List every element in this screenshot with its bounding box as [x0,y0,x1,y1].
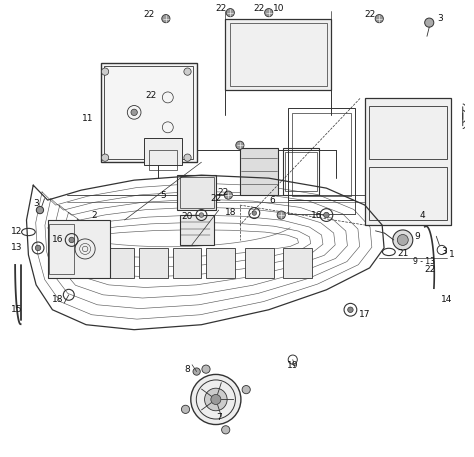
Circle shape [277,211,285,219]
Text: 3: 3 [437,14,443,23]
Circle shape [205,388,227,411]
Bar [240,148,278,195]
Circle shape [222,426,230,434]
Circle shape [101,154,109,161]
Bar [148,150,177,170]
Bar [104,66,193,159]
Text: 22: 22 [143,10,154,19]
Circle shape [184,68,191,75]
Text: 1: 1 [448,250,454,260]
Bar [105,248,134,278]
Circle shape [36,207,44,214]
Text: 4: 4 [419,211,425,219]
Text: 22: 22 [145,91,156,100]
Text: 22: 22 [364,10,375,19]
Circle shape [236,141,244,149]
Bar [245,248,273,278]
Text: 9 - 13: 9 - 13 [413,257,436,266]
Text: 16: 16 [311,211,322,219]
Bar [285,152,317,191]
Bar [206,248,235,278]
Bar [173,248,201,278]
Circle shape [202,365,210,373]
Circle shape [101,68,109,75]
Ellipse shape [22,228,35,236]
Circle shape [199,213,204,218]
Circle shape [191,374,241,425]
Bar [226,19,331,90]
Bar [180,215,214,244]
Text: 11: 11 [82,114,94,123]
Bar [48,220,110,278]
Text: 6: 6 [270,196,275,205]
Text: 2: 2 [91,211,97,219]
Text: 22: 22 [215,4,226,13]
Circle shape [69,237,74,243]
Bar [177,175,216,210]
Bar [100,63,197,162]
Circle shape [393,230,413,250]
Text: 10: 10 [273,4,284,13]
Circle shape [375,15,383,23]
Text: 21: 21 [398,250,409,258]
Bar [369,167,447,220]
Text: 15: 15 [11,305,23,314]
Circle shape [211,394,221,404]
Text: 12: 12 [11,228,23,236]
Text: 3: 3 [33,199,39,207]
Text: 14: 14 [441,295,452,304]
Circle shape [242,386,250,394]
Bar [283,148,319,195]
Text: 17: 17 [359,310,371,319]
Text: 7: 7 [216,413,222,422]
Text: 18: 18 [52,295,63,304]
Circle shape [131,109,137,116]
Circle shape [224,191,232,199]
Text: 9: 9 [415,233,420,241]
Bar [292,113,351,196]
Circle shape [264,9,273,17]
Text: 3: 3 [442,247,447,256]
Circle shape [348,307,353,313]
Text: 20: 20 [182,212,193,221]
Text: 22: 22 [217,188,228,197]
Circle shape [425,18,434,27]
Bar [49,223,74,274]
Text: 16: 16 [52,235,63,244]
Bar [139,248,168,278]
Text: 19: 19 [287,361,299,370]
Bar [365,98,451,225]
Circle shape [182,405,190,414]
Bar [144,138,182,165]
Bar [230,23,327,86]
Circle shape [226,9,234,17]
Text: 18: 18 [225,207,236,217]
Text: 5: 5 [160,191,166,200]
Circle shape [193,368,201,375]
Text: 22: 22 [425,266,436,274]
Text: 22: 22 [254,4,265,13]
Circle shape [397,234,408,245]
Bar [283,248,312,278]
Circle shape [184,154,191,161]
Circle shape [324,213,329,218]
Text: 8: 8 [184,365,190,374]
Text: 13: 13 [11,244,23,252]
Bar [288,108,355,200]
Circle shape [252,211,256,215]
Text: 22: 22 [210,194,221,202]
Circle shape [162,15,170,23]
Bar [369,106,447,159]
Ellipse shape [383,248,395,255]
Circle shape [35,245,41,251]
Bar [180,177,214,208]
